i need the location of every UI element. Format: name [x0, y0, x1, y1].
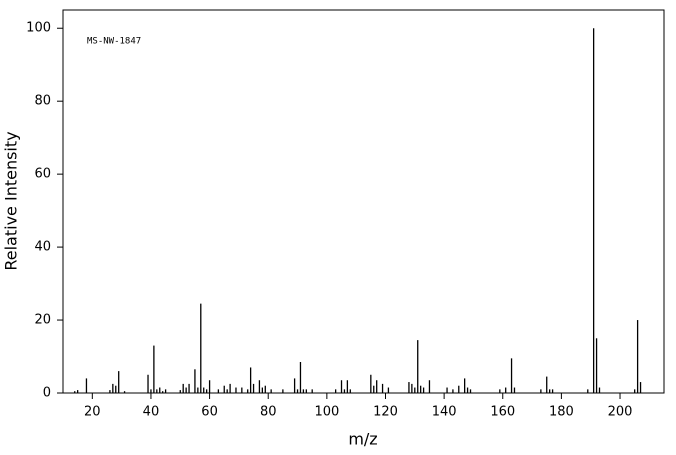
x-tick-label: 160 — [490, 405, 515, 420]
y-tick-label: 60 — [34, 167, 51, 182]
x-tick-label: 80 — [260, 405, 277, 420]
y-tick-label: 80 — [34, 94, 51, 109]
x-tick-label: 120 — [373, 405, 398, 420]
plot-frame — [62, 9, 665, 394]
annotation: MS-NW-1847 — [87, 37, 141, 47]
y-tick-label: 40 — [34, 240, 51, 255]
x-tick-label: 200 — [608, 405, 633, 420]
x-tick-label: 100 — [314, 405, 339, 420]
y-axis-title: Relative Intensity — [2, 131, 21, 270]
x-tick-label: 40 — [143, 405, 160, 420]
y-tick-label: 20 — [34, 313, 51, 328]
y-tick-label: 100 — [26, 21, 51, 36]
x-tick-label: 180 — [549, 405, 574, 420]
y-tick-label: 0 — [43, 386, 51, 401]
x-tick-label: 20 — [84, 405, 101, 420]
x-tick-label: 140 — [432, 405, 457, 420]
x-axis-title: m/z — [348, 430, 377, 449]
x-tick-label: 60 — [201, 405, 218, 420]
